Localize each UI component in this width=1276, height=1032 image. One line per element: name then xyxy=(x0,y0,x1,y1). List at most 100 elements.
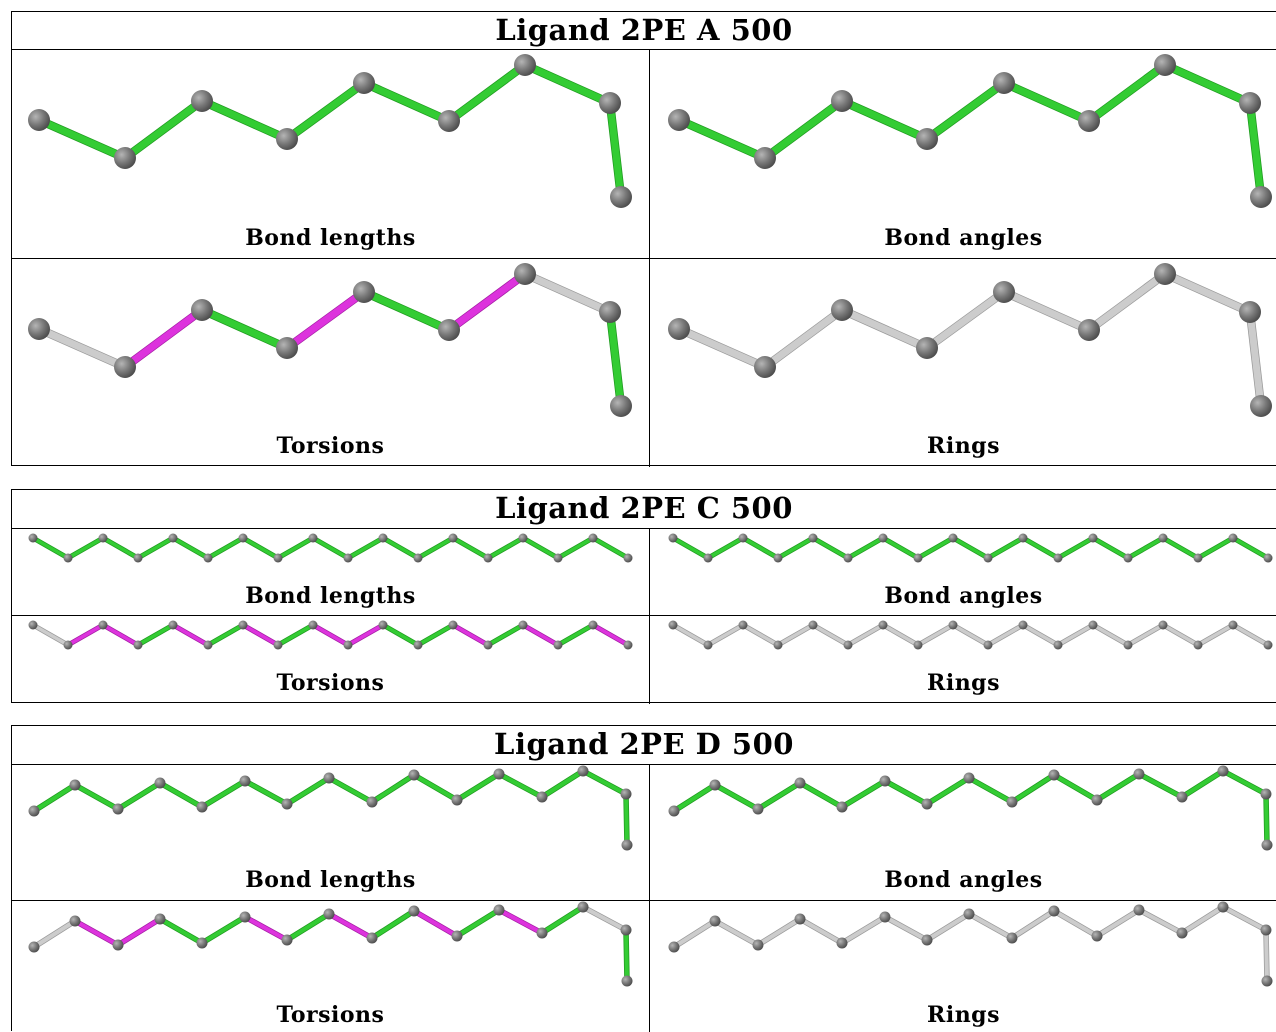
ligand-panel-d: Ligand 2PE D 500 Bond lengths Bond angle… xyxy=(11,725,1276,1032)
atom xyxy=(1154,263,1176,285)
atom xyxy=(239,911,251,923)
bond xyxy=(121,97,206,162)
atom xyxy=(948,533,958,543)
atom xyxy=(112,939,124,951)
atom xyxy=(114,147,136,169)
bond xyxy=(1264,792,1269,847)
atom xyxy=(983,553,993,563)
bond xyxy=(1091,623,1130,647)
bond xyxy=(381,623,420,647)
atom xyxy=(518,533,528,543)
bond xyxy=(776,623,815,647)
atom xyxy=(1239,301,1261,323)
atom xyxy=(1048,905,1060,917)
atom xyxy=(408,905,420,917)
bond xyxy=(1246,99,1265,201)
molecule-torsions xyxy=(28,901,633,987)
bond xyxy=(200,779,247,809)
bond xyxy=(370,909,416,940)
bond xyxy=(540,905,585,935)
atom xyxy=(133,553,143,563)
atom xyxy=(273,553,283,563)
ligand-panel-a: Ligand 2PE A 500 Bond lengths Bond angle… xyxy=(11,11,1276,467)
bond xyxy=(1196,623,1235,647)
atom xyxy=(1228,533,1238,543)
atom xyxy=(28,533,38,543)
atom xyxy=(836,937,848,949)
bond xyxy=(521,270,614,316)
bond xyxy=(1095,772,1141,802)
bond xyxy=(241,623,280,647)
atom xyxy=(98,533,108,543)
atom xyxy=(621,839,633,851)
atom xyxy=(1078,319,1100,341)
atom xyxy=(493,904,505,916)
bond xyxy=(32,783,77,813)
atom xyxy=(948,620,958,630)
atom xyxy=(238,533,248,543)
atom xyxy=(1260,788,1272,800)
caption-bond-lengths: Bond lengths xyxy=(245,583,416,609)
caption-rings: Rings xyxy=(927,670,1000,696)
bond xyxy=(925,912,971,942)
atom xyxy=(1088,533,1098,543)
molecule-rings xyxy=(668,901,1273,987)
atom xyxy=(323,772,335,784)
bond xyxy=(283,79,368,143)
atom xyxy=(63,553,73,563)
molecule-bond-lengths xyxy=(28,765,633,851)
divider xyxy=(12,764,1276,765)
atom xyxy=(28,805,40,817)
atom xyxy=(28,318,50,340)
bond xyxy=(206,623,245,647)
bond xyxy=(741,536,780,560)
atom xyxy=(203,553,213,563)
atom xyxy=(353,72,375,94)
molecule-bond-angles xyxy=(668,765,1273,851)
bond xyxy=(1246,308,1265,410)
caption-rings: Rings xyxy=(927,1002,1000,1028)
atom xyxy=(754,147,776,169)
bond xyxy=(311,536,350,560)
atom xyxy=(808,533,818,543)
atom xyxy=(577,765,589,777)
atom xyxy=(577,901,589,913)
bond xyxy=(171,536,210,560)
bond xyxy=(285,912,331,942)
atom xyxy=(703,640,713,650)
atom xyxy=(621,975,633,987)
atom xyxy=(831,299,853,321)
divider xyxy=(12,258,1276,259)
bond xyxy=(581,905,628,932)
bond xyxy=(370,773,416,804)
bond xyxy=(276,623,315,647)
atom xyxy=(343,640,353,650)
bond xyxy=(756,781,802,811)
caption-torsions: Torsions xyxy=(276,1002,385,1028)
atom xyxy=(599,92,621,114)
atom xyxy=(1263,553,1273,563)
bond xyxy=(445,61,529,125)
atom xyxy=(518,620,528,630)
atom xyxy=(794,913,806,925)
bond xyxy=(916,623,955,647)
bond xyxy=(986,536,1025,560)
bond xyxy=(798,781,844,809)
molecule-rings xyxy=(668,620,1273,650)
bond xyxy=(1221,905,1268,932)
bond xyxy=(327,912,374,940)
atom xyxy=(794,777,806,789)
bond xyxy=(672,783,717,813)
atom xyxy=(878,620,888,630)
atom xyxy=(754,356,776,378)
bond xyxy=(706,536,745,560)
bond xyxy=(923,288,1008,352)
atom xyxy=(483,640,493,650)
atom xyxy=(63,640,73,650)
atom xyxy=(553,640,563,650)
atom xyxy=(752,939,764,951)
atom xyxy=(28,109,50,131)
bond xyxy=(671,623,710,647)
bond xyxy=(412,909,459,938)
bond xyxy=(276,536,315,560)
